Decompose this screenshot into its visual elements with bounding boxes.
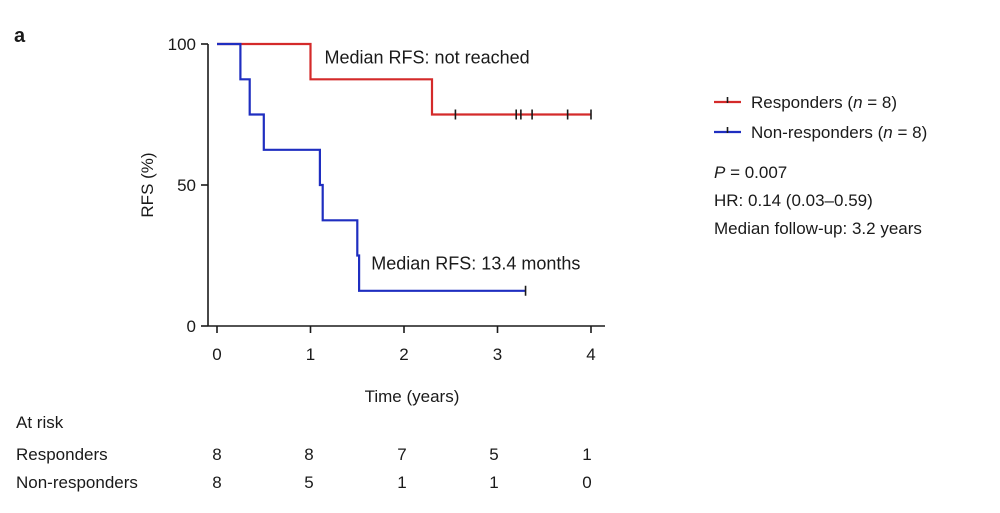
at-risk-value: 1 — [397, 473, 406, 492]
p-value-text: P = 0.007 — [714, 163, 787, 182]
y-tick-label: 50 — [177, 176, 196, 195]
x-tick-label: 1 — [306, 345, 315, 364]
median-annotation: Median RFS: 13.4 months — [371, 254, 580, 274]
legend-label-non-responders: Non-responders (n = 8) — [751, 123, 927, 142]
at-risk-value: 8 — [212, 473, 221, 492]
at-risk-value: 8 — [212, 445, 221, 464]
median-follow-up-text: Median follow-up: 3.2 years — [714, 219, 922, 238]
series-layer — [217, 42, 592, 296]
p-label: P — [714, 163, 726, 182]
annotation-layer: Median RFS: not reached Median RFS: 13.4 … — [325, 48, 581, 274]
x-tick-label: 4 — [586, 345, 595, 364]
hazard-ratio-text: HR: 0.14 (0.03–0.59) — [714, 191, 873, 210]
y-tick-label: 0 — [187, 317, 196, 336]
axes: 0 1 2 3 4 0 50 100 Time (years) RFS (%) — [138, 35, 605, 406]
at-risk-title: At risk — [16, 413, 64, 432]
at-risk-value: 7 — [397, 445, 406, 464]
responders-survival-curve — [217, 42, 591, 116]
y-tick-label: 100 — [168, 35, 196, 54]
at-risk-row-label: Responders — [16, 445, 108, 464]
median-annotation: Median RFS: not reached — [325, 48, 530, 68]
p-value: = 0.007 — [725, 163, 787, 182]
at-risk-value: 5 — [304, 473, 313, 492]
stats-block: P = 0.007 HR: 0.14 (0.03–0.59) Median fo… — [714, 163, 922, 238]
x-tick-label: 2 — [399, 345, 408, 364]
x-tick-label: 0 — [212, 345, 221, 364]
at-risk-table: At risk Responders 8 8 7 5 1 Non-responders 8 5 1 1… — [16, 413, 592, 492]
at-risk-value: 0 — [582, 473, 591, 492]
non-responders-survival-curve — [217, 42, 526, 292]
x-axis-title: Time (years) — [365, 387, 460, 406]
at-risk-value: 5 — [489, 445, 498, 464]
y-axis-title: RFS (%) — [138, 152, 157, 217]
at-risk-value: 8 — [304, 445, 313, 464]
at-risk-value: 1 — [489, 473, 498, 492]
at-risk-row-label: Non-responders — [16, 473, 138, 492]
x-tick-label: 3 — [493, 345, 502, 364]
legend: Responders (n = 8) Non-responders (n = 8) — [714, 93, 927, 142]
legend-label-responders: Responders (n = 8) — [751, 93, 897, 112]
at-risk-value: 1 — [582, 445, 591, 464]
panel-label: a — [14, 25, 26, 47]
